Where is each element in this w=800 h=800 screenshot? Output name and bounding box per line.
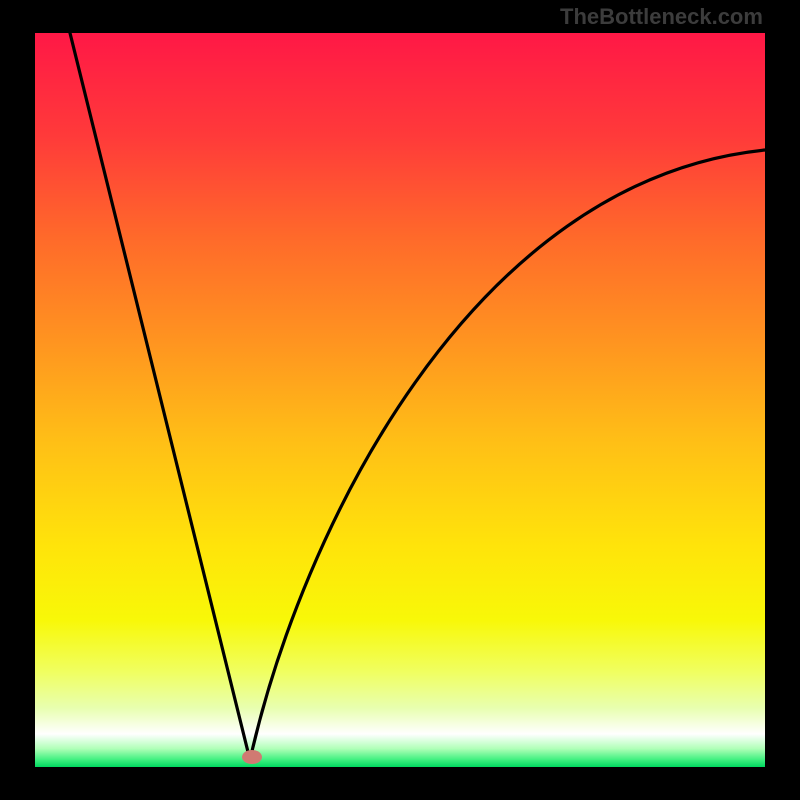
curve-layer	[0, 0, 800, 800]
watermark-text: TheBottleneck.com	[560, 4, 763, 30]
bottleneck-curve	[70, 33, 765, 760]
minimum-marker	[242, 750, 262, 764]
chart-container: TheBottleneck.com	[0, 0, 800, 800]
